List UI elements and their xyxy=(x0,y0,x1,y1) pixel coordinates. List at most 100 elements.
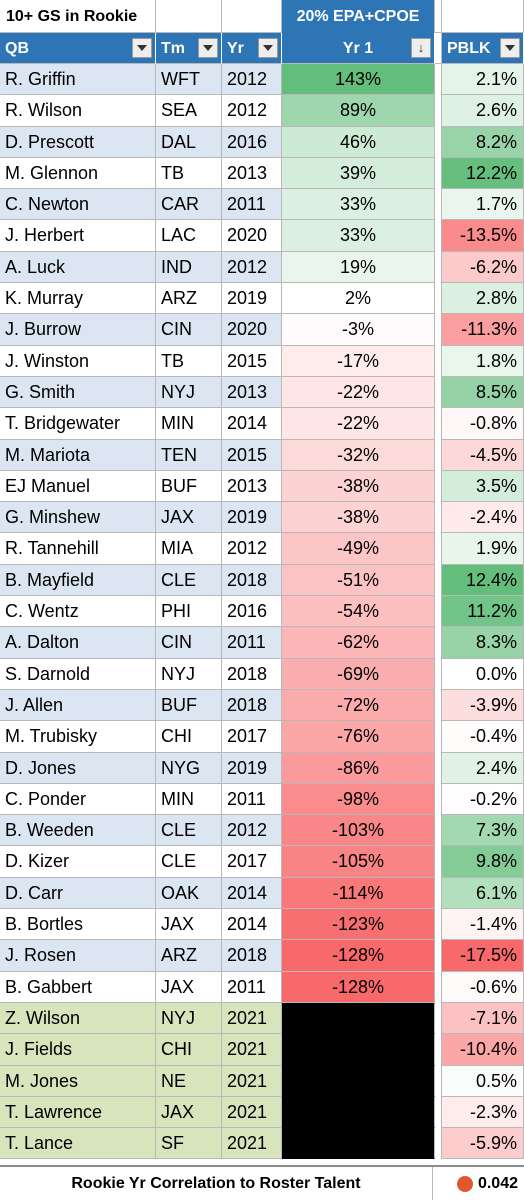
yr1-cell[interactable]: -76% xyxy=(282,721,435,753)
yr1-cell[interactable]: -51% xyxy=(282,564,435,597)
team-cell[interactable]: ARZ xyxy=(156,283,222,315)
team-cell[interactable]: NYJ xyxy=(156,1002,222,1035)
team-cell[interactable]: ARZ xyxy=(156,940,222,972)
yr1-cell[interactable]: 46% xyxy=(282,126,435,158)
year-cell[interactable]: 2016 xyxy=(222,596,282,628)
team-cell[interactable]: NE xyxy=(156,1065,222,1097)
team-cell[interactable]: OAK xyxy=(156,877,222,910)
qb-cell[interactable]: K. Murray xyxy=(0,283,156,315)
yr1-cell[interactable]: -114% xyxy=(282,877,435,910)
gap-cell[interactable] xyxy=(435,1002,442,1035)
qb-cell[interactable]: T. Lance xyxy=(0,1128,156,1160)
team-cell[interactable]: SF xyxy=(156,1128,222,1160)
gap-cell[interactable] xyxy=(435,502,442,534)
yr1-cell[interactable]: -22% xyxy=(282,376,435,409)
gap-cell[interactable] xyxy=(435,1128,442,1160)
gap-cell[interactable] xyxy=(435,408,442,440)
team-cell[interactable]: MIA xyxy=(156,533,222,565)
year-cell[interactable]: 2018 xyxy=(222,564,282,597)
gap-cell[interactable] xyxy=(435,783,442,816)
team-cell[interactable]: JAX xyxy=(156,502,222,534)
team-cell[interactable]: TB xyxy=(156,345,222,377)
qb-cell[interactable]: J. Herbert xyxy=(0,220,156,252)
yr1-cell[interactable]: -98% xyxy=(282,783,435,816)
gap-cell[interactable] xyxy=(435,157,442,190)
qb-cell[interactable]: M. Mariota xyxy=(0,439,156,471)
qb-cell[interactable]: B. Gabbert xyxy=(0,971,156,1003)
team-cell[interactable]: WFT xyxy=(156,64,222,96)
qb-cell[interactable]: G. Smith xyxy=(0,376,156,409)
pblk-cell[interactable]: -1.4% xyxy=(442,909,524,941)
qb-cell[interactable]: J. Allen xyxy=(0,689,156,722)
year-cell[interactable]: 2021 xyxy=(222,1128,282,1160)
yr1-cell[interactable]: -123% xyxy=(282,909,435,941)
qb-cell[interactable]: R. Wilson xyxy=(0,95,156,127)
year-cell[interactable]: 2018 xyxy=(222,658,282,690)
pblk-cell[interactable]: -4.5% xyxy=(442,439,524,471)
yr1-cell[interactable] xyxy=(282,1034,435,1066)
year-cell[interactable]: 2021 xyxy=(222,1002,282,1035)
year-cell[interactable]: 2021 xyxy=(222,1065,282,1097)
pblk-cell[interactable]: 8.5% xyxy=(442,376,524,409)
qb-cell[interactable]: S. Darnold xyxy=(0,658,156,690)
year-cell[interactable]: 2012 xyxy=(222,251,282,284)
pblk-cell[interactable]: 2.4% xyxy=(442,752,524,784)
pblk-cell[interactable]: -0.6% xyxy=(442,971,524,1003)
qb-cell[interactable]: C. Ponder xyxy=(0,783,156,816)
qb-cell[interactable]: Z. Wilson xyxy=(0,1002,156,1035)
qb-cell[interactable]: J. Burrow xyxy=(0,314,156,346)
pblk-cell[interactable]: 1.8% xyxy=(442,345,524,377)
gap-cell[interactable] xyxy=(435,877,442,910)
team-cell[interactable]: PHI xyxy=(156,596,222,628)
pblk-cell[interactable]: 9.8% xyxy=(442,846,524,878)
year-cell[interactable]: 2011 xyxy=(222,971,282,1003)
team-cell[interactable]: TB xyxy=(156,157,222,190)
yr1-cell[interactable] xyxy=(282,1096,435,1129)
yr1-cell[interactable] xyxy=(282,1128,435,1160)
pblk-cell[interactable]: 8.2% xyxy=(442,126,524,158)
year-cell[interactable]: 2014 xyxy=(222,909,282,941)
pblk-cell[interactable]: -7.1% xyxy=(442,1002,524,1035)
pblk-cell[interactable]: 6.1% xyxy=(442,877,524,910)
qb-cell[interactable]: G. Minshew xyxy=(0,502,156,534)
gap-cell[interactable] xyxy=(435,752,442,784)
pblk-cell[interactable]: -2.3% xyxy=(442,1096,524,1129)
gap-cell[interactable] xyxy=(435,596,442,628)
filter-pblk-button[interactable] xyxy=(500,38,520,58)
yr1-cell[interactable]: -105% xyxy=(282,846,435,878)
year-cell[interactable]: 2021 xyxy=(222,1034,282,1066)
year-cell[interactable]: 2011 xyxy=(222,189,282,221)
yr1-cell[interactable]: -69% xyxy=(282,658,435,690)
team-cell[interactable]: SEA xyxy=(156,95,222,127)
qb-cell[interactable]: T. Bridgewater xyxy=(0,408,156,440)
yr1-cell[interactable]: -38% xyxy=(282,470,435,503)
pblk-cell[interactable]: 11.2% xyxy=(442,596,524,628)
pblk-cell[interactable]: 1.7% xyxy=(442,189,524,221)
yr1-cell[interactable]: 19% xyxy=(282,251,435,284)
year-cell[interactable]: 2016 xyxy=(222,126,282,158)
qb-cell[interactable]: T. Lawrence xyxy=(0,1096,156,1129)
year-cell[interactable]: 2013 xyxy=(222,376,282,409)
qb-cell[interactable]: J. Fields xyxy=(0,1034,156,1066)
year-cell[interactable]: 2014 xyxy=(222,877,282,910)
pblk-cell[interactable]: 8.3% xyxy=(442,627,524,659)
gap-cell[interactable] xyxy=(435,909,442,941)
gap-cell[interactable] xyxy=(435,533,442,565)
gap-cell[interactable] xyxy=(435,1065,442,1097)
pblk-cell[interactable]: 2.8% xyxy=(442,283,524,315)
qb-cell[interactable]: R. Griffin xyxy=(0,64,156,96)
sort-yr1-button[interactable]: ↓ xyxy=(411,38,431,58)
year-cell[interactable]: 2013 xyxy=(222,470,282,503)
yr1-cell[interactable]: -86% xyxy=(282,752,435,784)
yr1-cell[interactable]: 89% xyxy=(282,95,435,127)
team-cell[interactable]: CIN xyxy=(156,314,222,346)
pblk-cell[interactable]: 0.0% xyxy=(442,658,524,690)
gap-cell[interactable] xyxy=(435,220,442,252)
team-cell[interactable]: JAX xyxy=(156,909,222,941)
team-cell[interactable]: JAX xyxy=(156,1096,222,1129)
qb-cell[interactable]: M. Glennon xyxy=(0,157,156,190)
team-cell[interactable]: CHI xyxy=(156,1034,222,1066)
pblk-cell[interactable]: 12.2% xyxy=(442,157,524,190)
team-cell[interactable]: CHI xyxy=(156,721,222,753)
pblk-cell[interactable]: -3.9% xyxy=(442,689,524,722)
